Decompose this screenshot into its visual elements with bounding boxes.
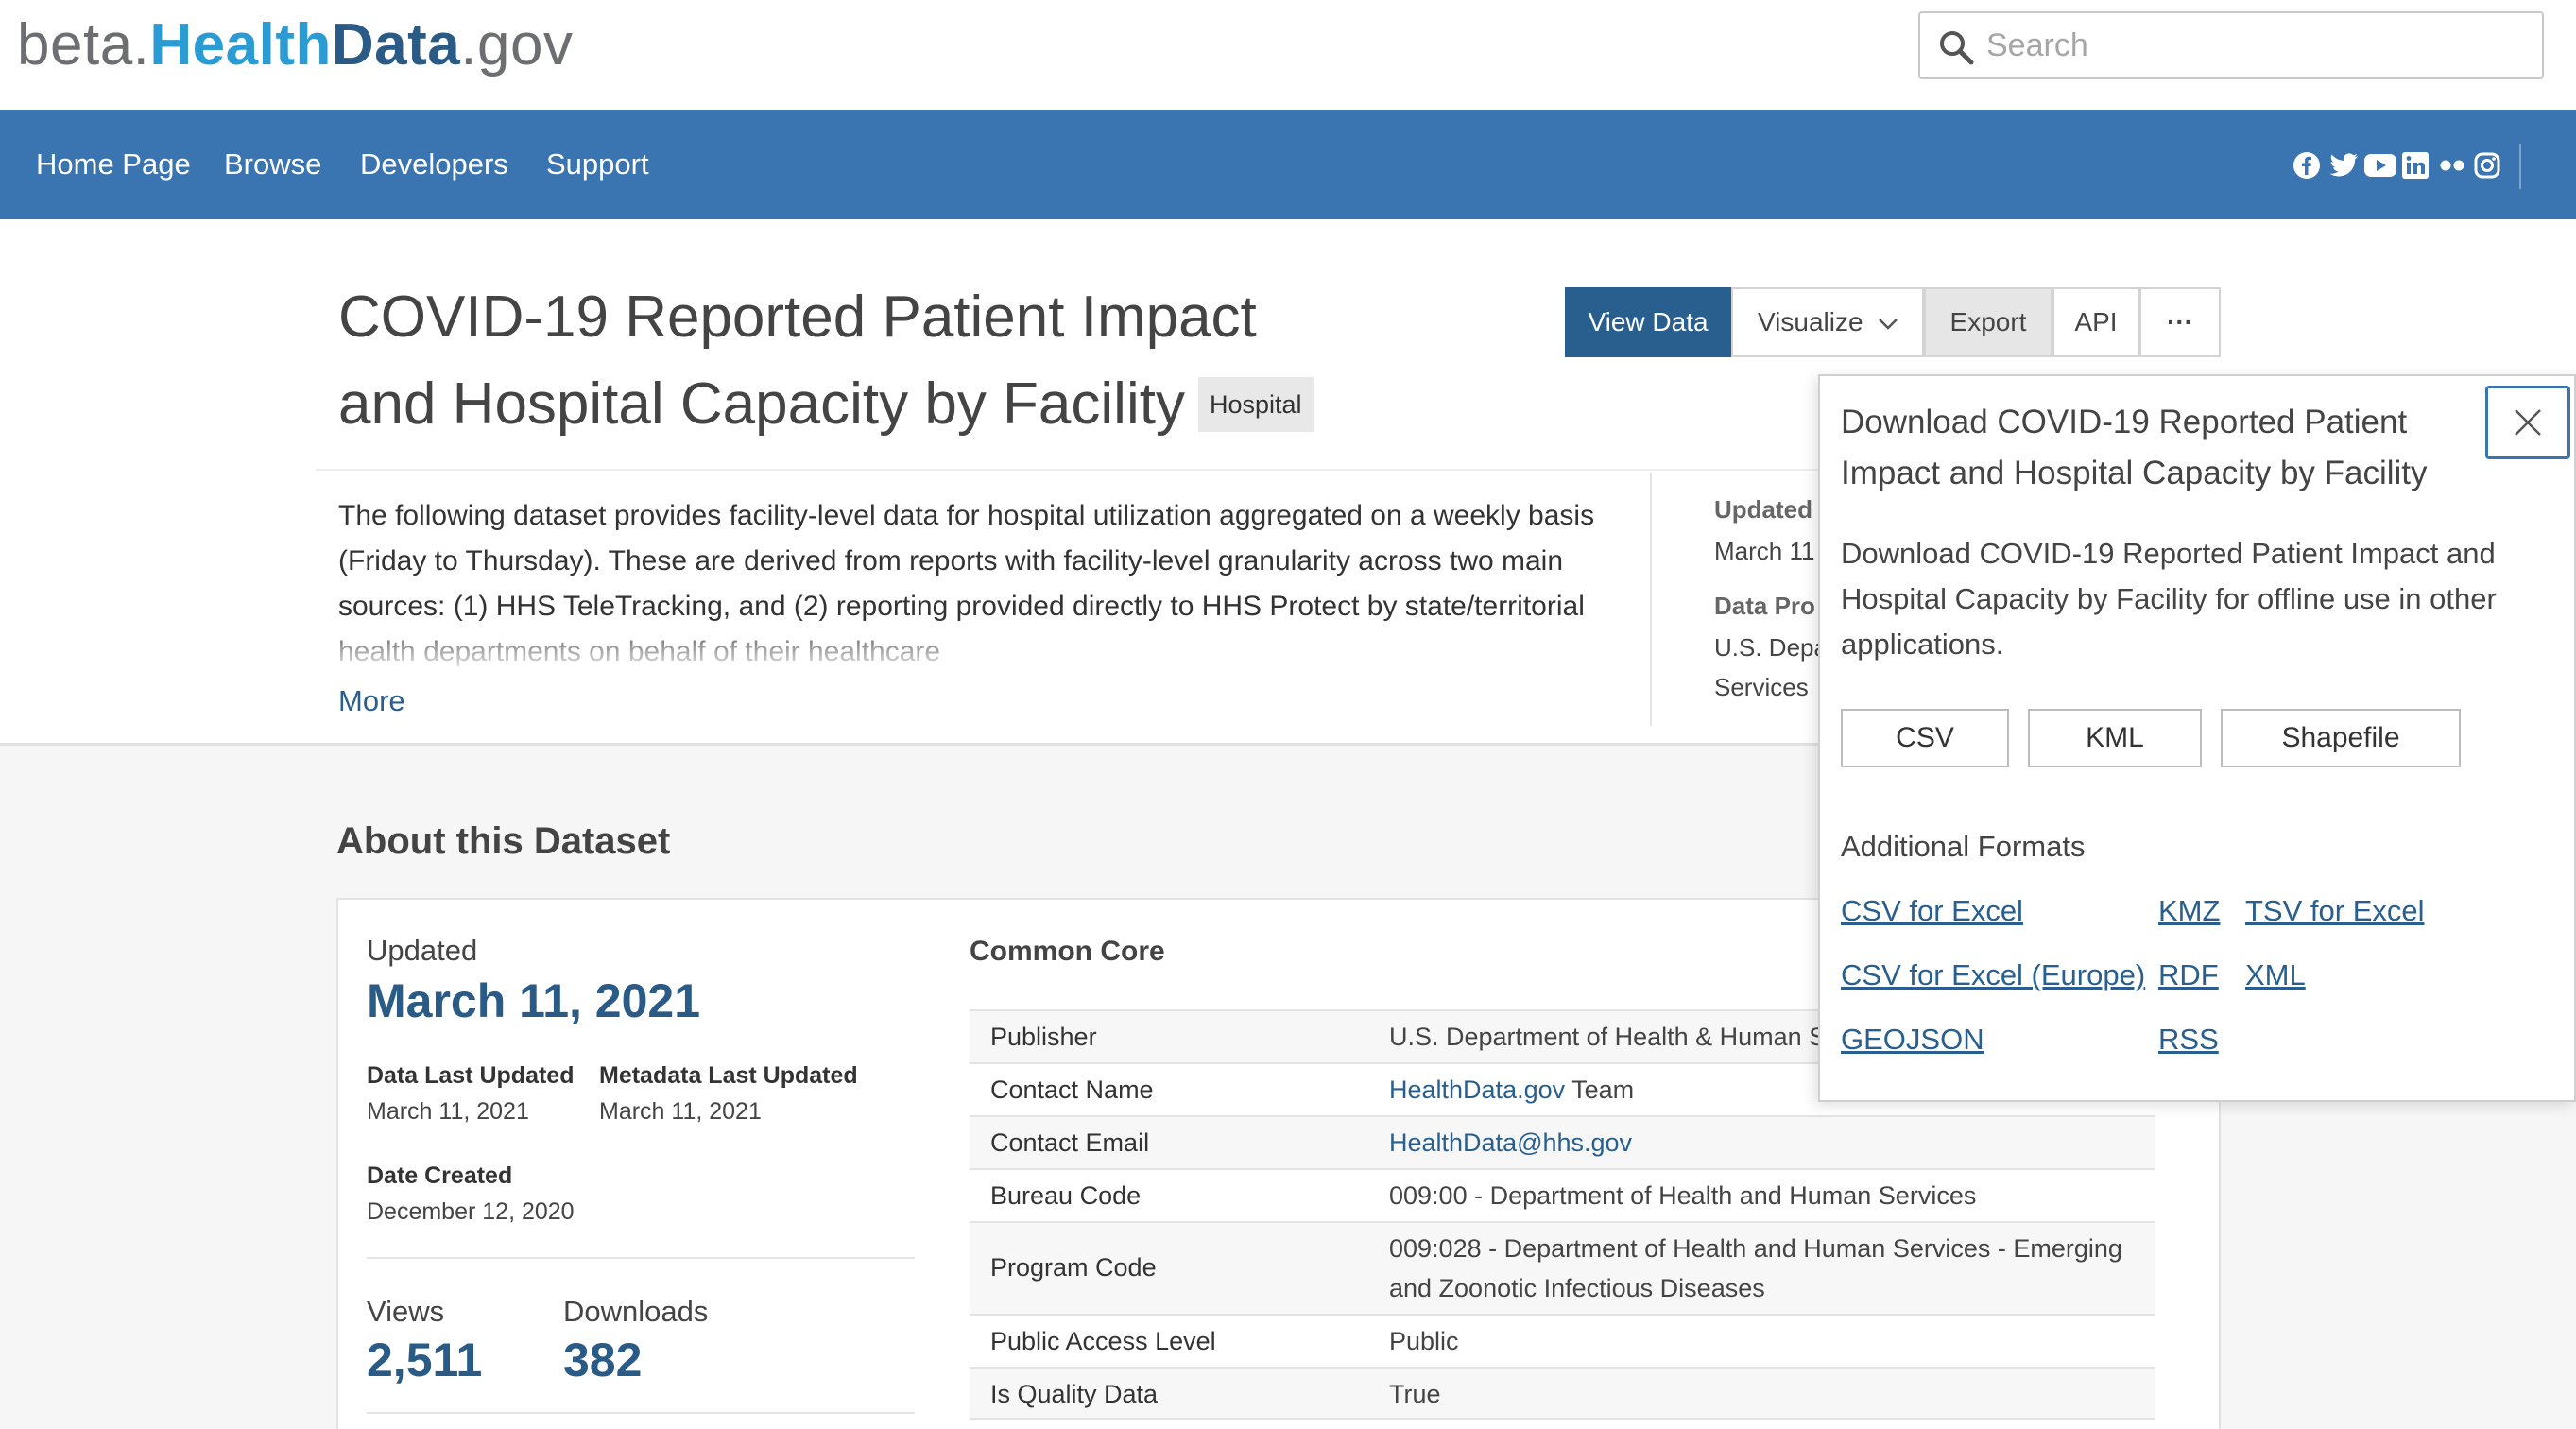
logo-text-gov: .gov (460, 12, 574, 77)
tsv-for-excel-link[interactable]: TSV for Excel (2245, 894, 2425, 927)
date-created-value: December 12, 2020 (367, 1198, 575, 1225)
popover-title: Download COVID-19 Reported Patient Impac… (1841, 404, 2428, 491)
xml-link[interactable]: XML (2245, 958, 2306, 991)
updated-label: Updated (367, 934, 478, 967)
row-value: 009:028 - Department of Health and Human… (1389, 1234, 2122, 1302)
export-button[interactable]: Export (1924, 287, 2052, 357)
downloads-label: Downloads (563, 1295, 709, 1328)
twitter-icon[interactable] (2328, 149, 2359, 181)
close-icon (2515, 409, 2541, 436)
table-row: Is Quality Data True (970, 1367, 2155, 1420)
visualize-label: Visualize (1758, 307, 1863, 336)
api-button[interactable]: API (2052, 287, 2139, 357)
popover-description: Download COVID-19 Reported Patient Impac… (1841, 537, 2497, 661)
search-icon (1940, 31, 1974, 65)
site-header: beta.HealthData.gov (0, 0, 2576, 110)
shapefile-download-button[interactable]: Shapefile (2221, 709, 2461, 767)
chevron-down-icon (1879, 319, 1898, 330)
row-value: U.S. Department of Health & Human S (1389, 1023, 1827, 1051)
side-updated-value: March 11 (1714, 537, 1815, 565)
category-tag[interactable]: Hospital (1197, 376, 1314, 432)
contact-name-link[interactable]: HealthData.gov (1389, 1076, 1566, 1104)
downloads-value: 382 (563, 1334, 643, 1386)
metadata-last-updated-value: March 11, 2021 (599, 1098, 762, 1125)
more-link[interactable]: More (338, 684, 405, 717)
row-key: Bureau Code (990, 1181, 1142, 1210)
table-row: Program Code 009:028 - Department of Hea… (970, 1221, 2155, 1314)
description-fade (338, 624, 1595, 673)
row-key: Public Access Level (990, 1327, 1216, 1355)
nav-developers[interactable]: Developers (360, 147, 508, 181)
search-input[interactable] (1986, 21, 2525, 70)
updated-value: March 11, 2021 (367, 974, 701, 1027)
csv-for-excel-europe-link[interactable]: CSV for Excel (Europe) (1841, 958, 2146, 991)
row-value: True (1389, 1380, 1441, 1408)
date-created-label: Date Created (367, 1162, 513, 1189)
table-row: Contact Name HealthData.gov Team (970, 1062, 2155, 1115)
download-popover: Download COVID-19 Reported Patient Impac… (1818, 374, 2576, 1102)
kmz-link[interactable]: KMZ (2158, 894, 2221, 927)
csv-for-excel-link[interactable]: CSV for Excel (1841, 894, 2023, 927)
row-key: Publisher (990, 1023, 1097, 1051)
nav-home-page[interactable]: Home Page (36, 147, 191, 181)
common-core-title: Common Core (970, 936, 1165, 967)
description-separator (1650, 473, 1652, 726)
data-last-updated-value: March 11, 2021 (367, 1098, 529, 1125)
contact-name-suffix: Team (1565, 1076, 1635, 1104)
views-value: 2,511 (367, 1334, 483, 1386)
linkedin-icon[interactable] (2402, 149, 2429, 181)
search-box (1918, 11, 2544, 79)
geojson-link[interactable]: GEOJSON (1841, 1023, 1984, 1056)
csv-download-button[interactable]: CSV (1841, 709, 2009, 767)
stats-divider-bottom (367, 1412, 915, 1414)
data-last-updated-label: Data Last Updated (367, 1062, 575, 1089)
contact-email-link[interactable]: HealthData@hhs.gov (1389, 1128, 1633, 1157)
side-provided-label: Data Pro (1714, 592, 1815, 620)
page-title: COVID-19 Reported Patient Impact and Hos… (338, 274, 1340, 448)
table-row: Bureau Code 009:00 - Department of Healt… (970, 1168, 2155, 1221)
more-actions-button[interactable]: ··· (2139, 287, 2221, 357)
nav-support[interactable]: Support (546, 147, 649, 181)
logo-text-health: Health (149, 12, 332, 77)
site-logo[interactable]: beta.HealthData.gov (17, 9, 573, 81)
views-label: Views (367, 1295, 445, 1328)
side-updated-label: Updated (1714, 495, 1812, 524)
rdf-link[interactable]: RDF (2158, 958, 2219, 991)
dataset-title: COVID-19 Reported Patient Impact and Hos… (338, 284, 1257, 437)
row-value: 009:00 - Department of Health and Human … (1389, 1181, 1977, 1210)
logo-text-beta: beta. (17, 12, 150, 77)
table-row: Public Access Level Public (970, 1314, 2155, 1367)
additional-formats-heading: Additional Formats (1841, 830, 2086, 863)
main-nav: Home Page Browse Developers Support (0, 110, 2576, 219)
row-key: Contact Name (990, 1076, 1154, 1104)
stats-divider (367, 1257, 915, 1259)
close-button[interactable] (2485, 386, 2570, 459)
side-provided-value-2: Services (1714, 673, 1809, 701)
instagram-icon[interactable] (2474, 149, 2500, 181)
row-value: HealthData.gov Team (1389, 1070, 2145, 1110)
row-value: Public (1389, 1327, 1459, 1355)
row-key: Program Code (990, 1253, 1157, 1282)
facebook-icon[interactable] (2293, 149, 2321, 181)
side-provided-value: U.S. Depa (1714, 633, 1828, 662)
row-value: HealthData@hhs.gov (1389, 1123, 2145, 1162)
flickr-icon[interactable] (2440, 149, 2464, 181)
about-heading: About this Dataset (336, 820, 671, 862)
nav-divider (2519, 144, 2521, 189)
kml-download-button[interactable]: KML (2028, 709, 2202, 767)
table-row: Contact Email HealthData@hhs.gov (970, 1115, 2155, 1168)
nav-browse[interactable]: Browse (224, 147, 322, 181)
metadata-last-updated-label: Metadata Last Updated (599, 1062, 858, 1089)
view-data-button[interactable]: View Data (1565, 287, 1731, 357)
youtube-icon[interactable] (2364, 149, 2396, 181)
rss-link[interactable]: RSS (2158, 1023, 2219, 1056)
logo-text-data: Data (331, 12, 461, 77)
visualize-button[interactable]: Visualize (1731, 287, 1924, 357)
row-key: Is Quality Data (990, 1380, 1159, 1408)
row-key: Contact Email (990, 1128, 1150, 1157)
title-divider (316, 469, 2196, 471)
